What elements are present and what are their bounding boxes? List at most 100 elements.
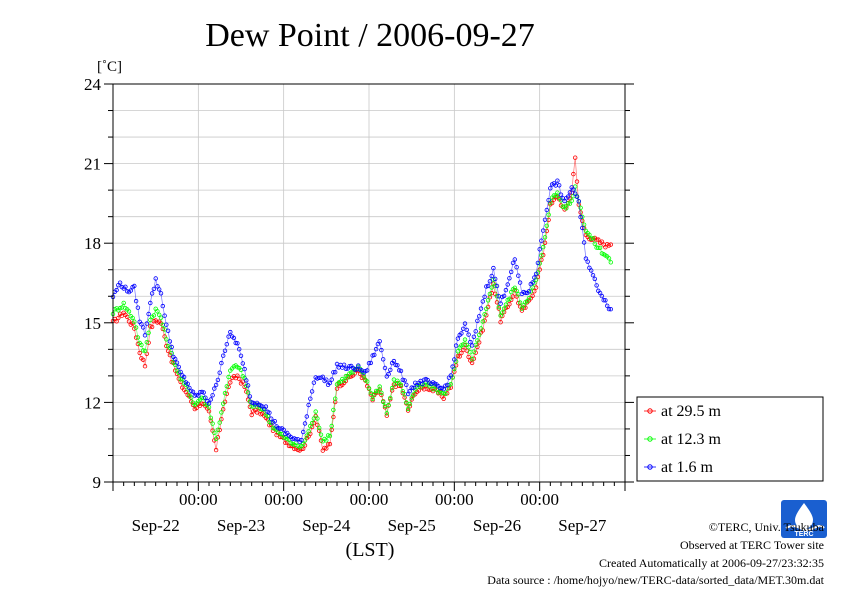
data-point [341,378,347,383]
data-point [386,402,391,408]
data-point [565,194,571,199]
data-point [491,265,496,271]
x-tick-label-date: Sep-22 [132,516,180,535]
data-point [557,183,562,188]
data-point [503,302,509,307]
data-point [148,300,153,306]
y-tick-label: 12 [84,393,101,412]
data-point [578,214,583,220]
data-point [466,354,471,360]
data-point [121,300,126,306]
data-point [370,396,375,401]
data-point [228,380,233,385]
data-point [233,340,238,346]
data-point [269,416,274,421]
data-point [366,386,372,391]
data-point [114,287,119,293]
data-point [222,390,228,396]
series-layer [110,155,613,453]
data-point [123,284,128,289]
data-point [485,298,491,303]
data-point [167,339,173,344]
data-point [190,389,196,394]
data-point [366,361,372,366]
data-point [517,280,523,285]
data-point [603,298,608,303]
data-point [165,348,171,354]
data-point [384,411,389,416]
x-tick-label-time: 00:00 [520,490,559,509]
data-point [594,237,599,242]
data-point [372,392,377,397]
data-point [469,357,475,362]
logo-text: TERC [794,531,813,538]
data-point [331,407,336,413]
x-tick-label-date: Sep-26 [473,516,521,535]
data-point [382,365,388,371]
data-point [388,367,393,373]
data-point [324,438,329,443]
x-axis-ticks: 00:00 00:00 00:00 00:00 00:00 Sep-22 Sep-23 Sep… [112,482,626,535]
data-point [537,247,542,252]
data-point [245,390,251,395]
data-point [240,361,245,366]
data-point [352,367,357,372]
data-point [265,413,270,419]
credit-copyright: ©TERC, Univ. Tsukuba [708,520,824,534]
data-point [277,431,283,437]
data-point [196,393,201,398]
data-point [304,414,309,419]
data-point [398,382,404,387]
data-point [215,377,221,383]
data-point [411,385,416,391]
data-point [592,241,597,246]
data-point [130,315,135,321]
data-point [514,265,519,270]
data-point [544,223,549,228]
y-tick-label: 21 [84,155,101,174]
data-point [453,343,459,348]
data-point [574,194,580,199]
y-tick-label: 15 [84,314,101,333]
data-point [224,342,229,347]
data-point [539,253,544,258]
data-point [455,353,461,359]
data-point [331,414,336,420]
data-point [480,299,485,304]
data-point [381,357,386,362]
data-point [494,300,500,305]
data-point [471,334,477,339]
data-point [411,392,416,397]
data-point [128,288,133,293]
data-point [606,256,612,261]
data-point [466,345,471,350]
y-tick-label: 18 [84,234,101,253]
data-point [597,245,603,250]
data-point [457,354,462,359]
data-point [324,377,329,382]
data-point [526,296,532,301]
data-point [201,390,206,395]
data-point [132,319,137,324]
data-point [578,205,583,210]
data-point [164,322,169,327]
data-point [306,429,311,434]
data-point [452,357,457,362]
data-point [140,357,146,362]
data-point [220,353,226,358]
data-point [386,371,391,377]
x-tick-label-date: Sep-25 [388,516,436,535]
data-point [407,388,413,394]
data-point [473,329,478,334]
data-point [606,306,612,312]
data-point [169,351,174,356]
data-point [551,193,557,198]
data-point [569,198,574,203]
series-2 [110,184,613,450]
data-point [542,240,548,245]
data-point [530,285,535,290]
data-point [188,395,194,400]
data-point [116,315,121,321]
data-point [220,407,226,412]
data-point [530,280,535,285]
